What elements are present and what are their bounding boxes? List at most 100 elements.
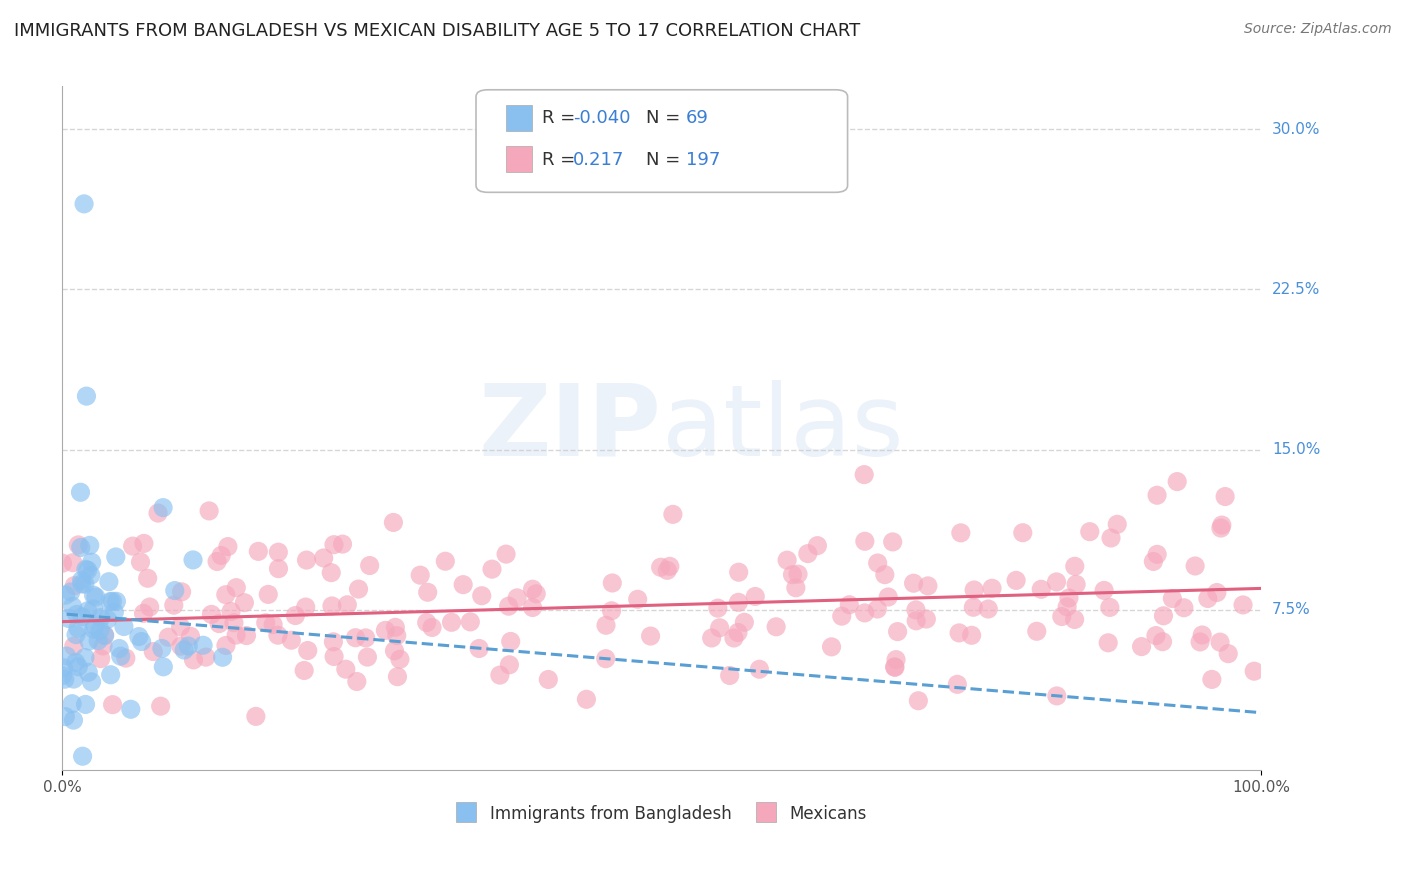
Point [209,549,232,563]
Point [499,634,522,648]
Point [806,539,828,553]
Point [100,667,122,681]
Point [1092,583,1115,598]
Point [1005,574,1028,588]
Point [101,594,124,608]
Point [152,500,174,515]
Point [388,652,411,666]
Point [1050,609,1073,624]
Point [727,565,749,579]
Point [1161,591,1184,606]
Point [387,670,409,684]
Point [183,653,205,667]
FancyBboxPatch shape [506,145,533,172]
Point [1209,521,1232,535]
Point [170,584,193,599]
Point [600,576,623,591]
Point [595,651,617,665]
Point [90,651,112,665]
Point [1173,600,1195,615]
Point [707,601,730,615]
Point [66,621,89,635]
Point [1130,640,1153,654]
Point [1197,591,1219,606]
Point [1211,518,1233,533]
Point [136,571,159,585]
Point [1098,600,1121,615]
Point [946,677,969,691]
Point [67,660,90,674]
Point [247,544,270,558]
Point [163,598,186,612]
Point [254,615,277,630]
Point [205,554,228,568]
Text: -0.040: -0.040 [574,109,631,127]
Point [262,617,284,632]
Point [471,589,494,603]
Point [600,604,623,618]
Point [62,556,84,570]
Point [59,585,82,599]
Point [440,615,463,630]
Point [907,694,929,708]
Point [208,616,231,631]
Point [152,660,174,674]
Point [1153,608,1175,623]
Point [83,622,105,636]
Point [963,582,986,597]
Point [765,620,787,634]
Point [267,562,290,576]
Point [727,595,749,609]
Point [83,602,105,616]
Point [960,628,983,642]
Point [93,628,115,642]
Point [744,590,766,604]
Point [104,549,127,564]
Point [66,607,89,622]
Point [434,554,457,568]
Point [882,535,904,549]
Point [91,639,114,653]
Text: Source: ZipAtlas.com: Source: ZipAtlas.com [1244,22,1392,37]
Point [451,577,474,591]
Point [981,582,1004,596]
Point [948,626,970,640]
Point [84,619,107,633]
Text: 7.5%: 7.5% [1272,602,1310,617]
Point [336,598,359,612]
Point [797,547,820,561]
Point [1146,547,1168,561]
Point [112,619,135,633]
Point [131,634,153,648]
Point [787,567,810,582]
Point [481,562,503,576]
Point [415,615,437,630]
Point [1142,554,1164,568]
Point [782,567,804,582]
Point [69,541,91,555]
Point [903,576,925,591]
Point [215,588,238,602]
Point [75,698,97,712]
Point [295,553,318,567]
Point [524,587,547,601]
Point [157,630,180,644]
Point [217,540,239,554]
Point [69,485,91,500]
Text: N =: N = [647,109,686,127]
Point [1056,599,1078,614]
Point [297,643,319,657]
Point [1209,635,1232,649]
Point [354,631,377,645]
Point [1205,585,1227,599]
Point [420,620,443,634]
Point [191,638,214,652]
Point [215,639,238,653]
Point [356,650,378,665]
Point [70,574,93,588]
Point [103,605,125,619]
Text: 0.217: 0.217 [574,151,624,169]
Point [335,662,357,676]
Point [385,629,408,643]
Point [132,607,155,621]
